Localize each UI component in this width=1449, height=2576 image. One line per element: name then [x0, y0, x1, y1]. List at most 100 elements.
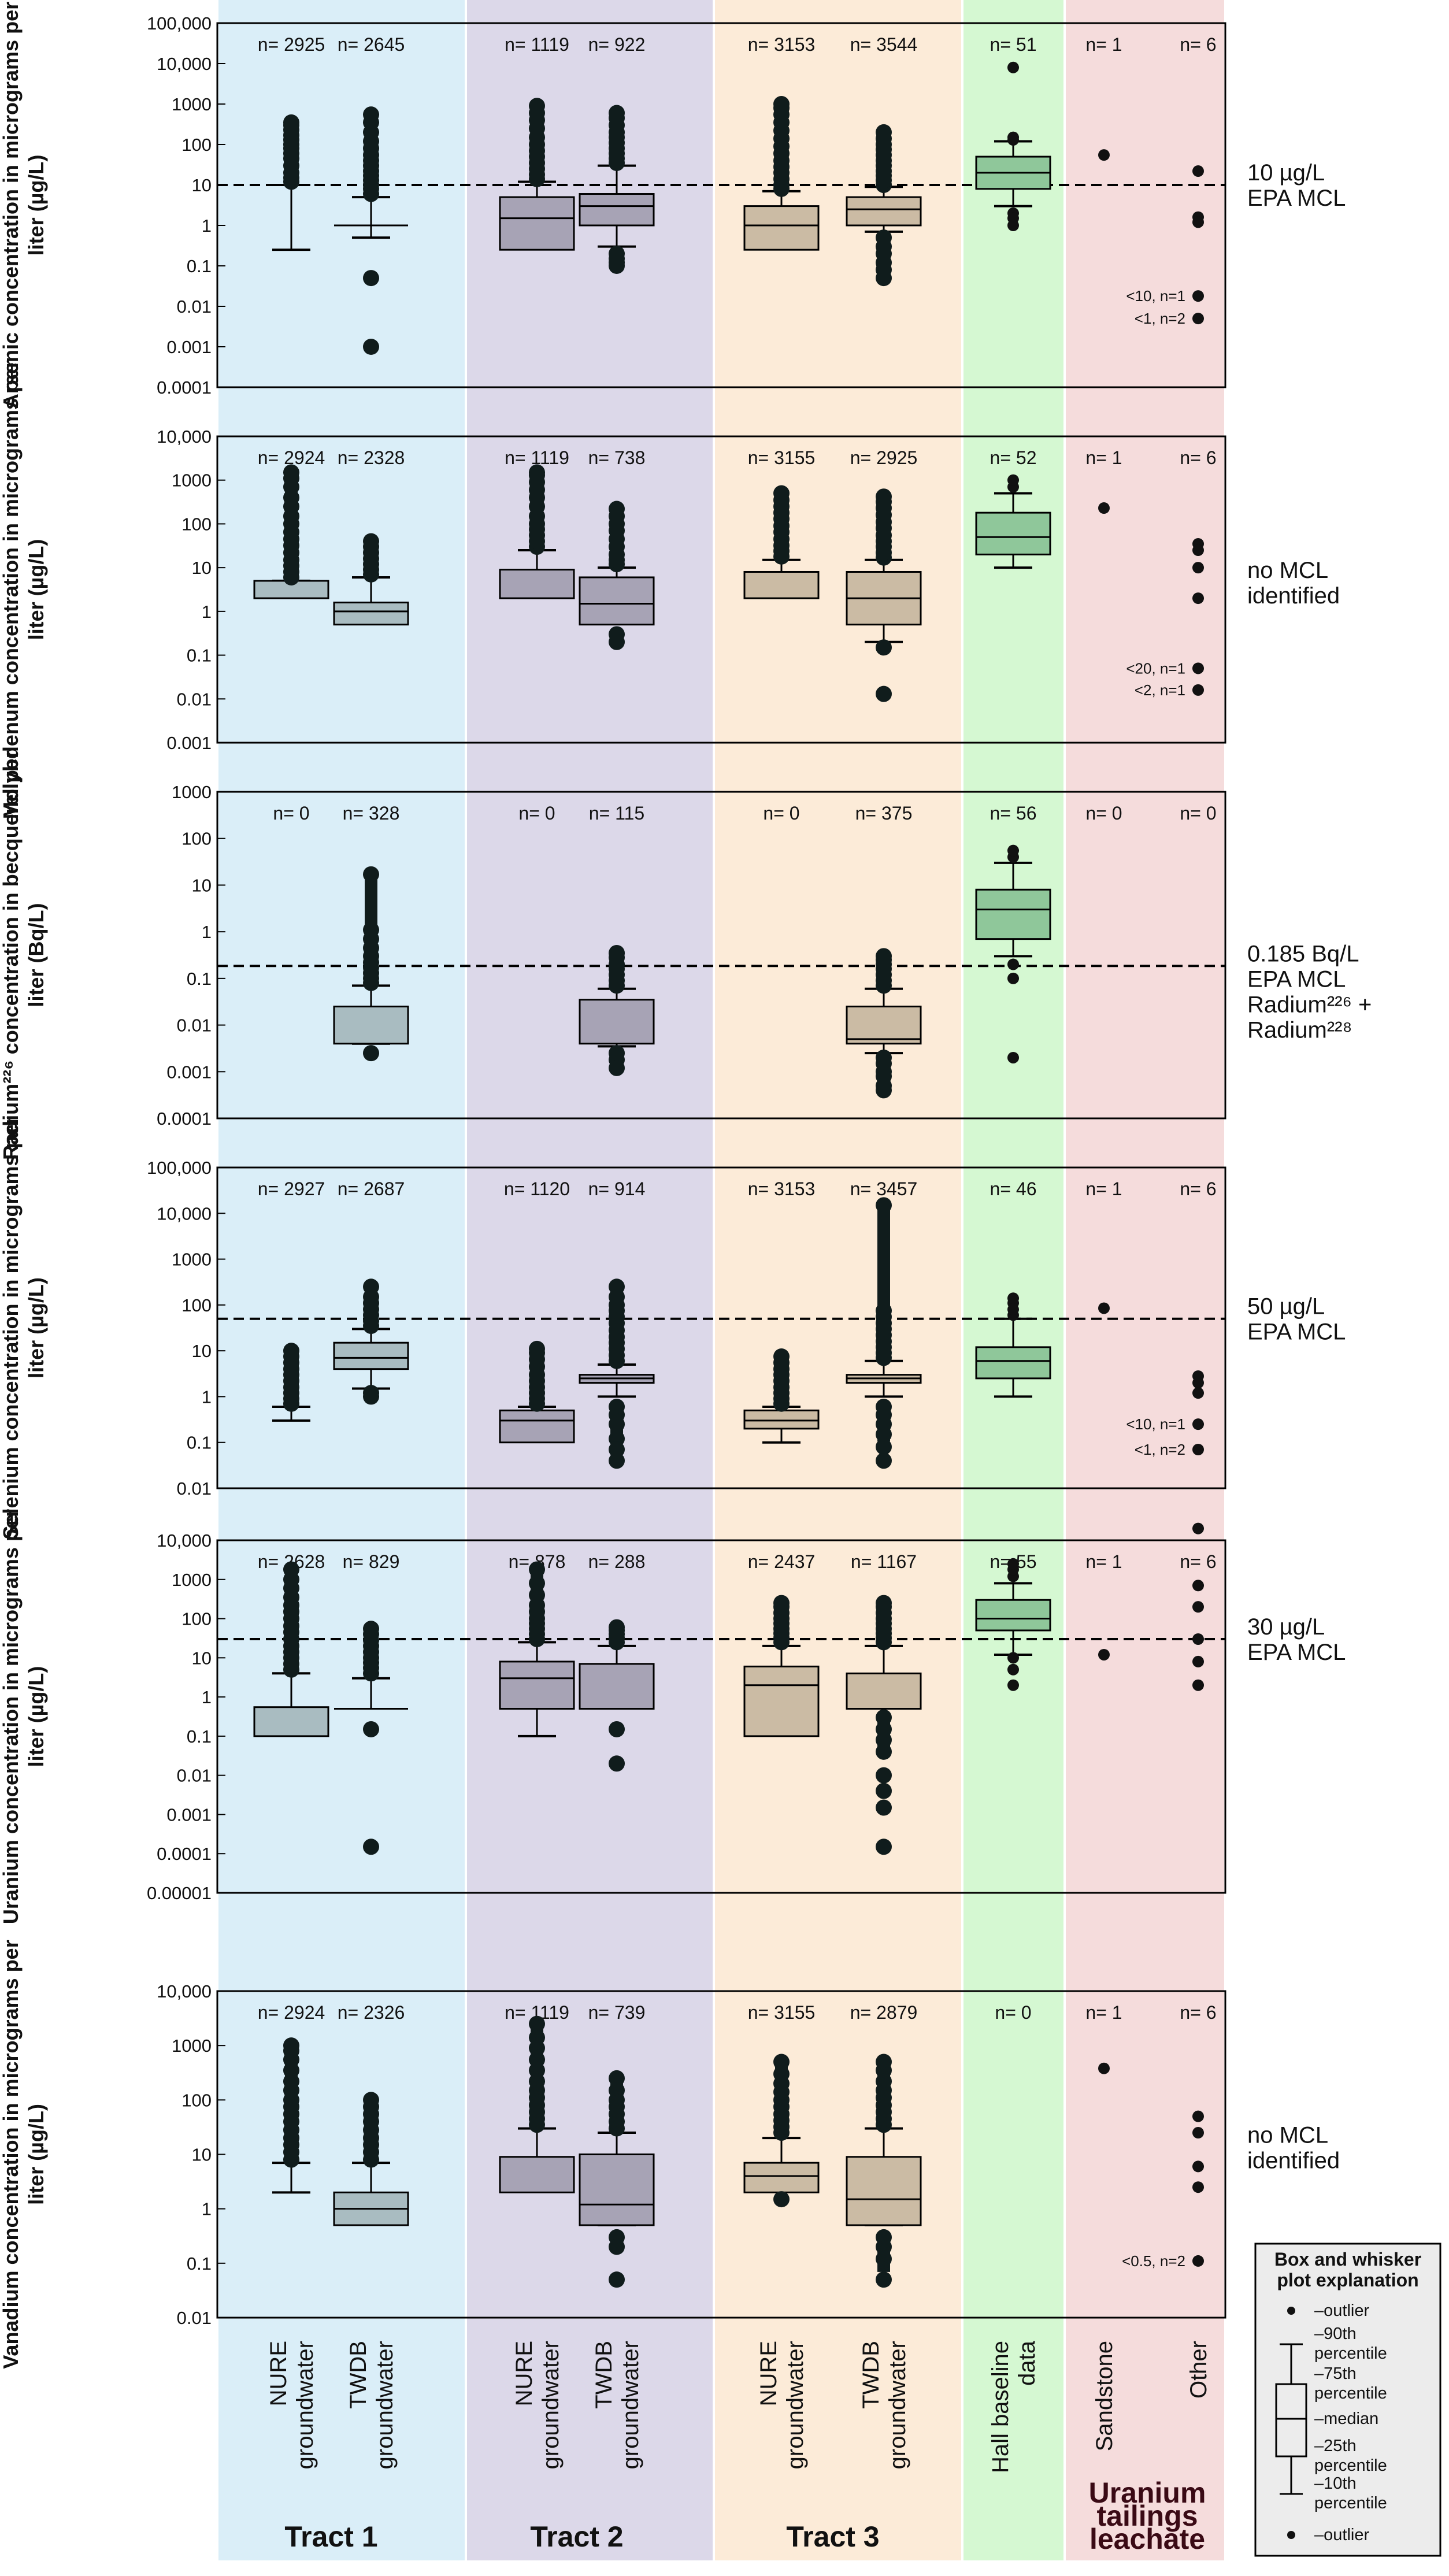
- box-4: [579, 105, 655, 274]
- outlier-point: [609, 1441, 625, 1458]
- iqr-box: [579, 2154, 655, 2226]
- outlier-point: [876, 1452, 892, 1469]
- y-tick-label: 0.001: [166, 1062, 212, 1082]
- panel-1: 0.0001 0.001 0.01 0.1 1 10 100 1000 10,000 100,00…: [0, 2, 1346, 409]
- y-tick-label: 0.001: [166, 337, 212, 357]
- outlier-cluster: [775, 493, 788, 557]
- mcl-label: 0.185 Bq/L EPA MCL Radium²²⁶ + Radium²²⁸: [1247, 941, 1372, 1043]
- outlier-cluster: [610, 1287, 623, 1361]
- y-tick-label: 0.00001: [147, 1883, 212, 1903]
- outlier-point: [1192, 592, 1204, 605]
- box-4: [579, 501, 655, 650]
- x-group-label: Sandstone: [1092, 2341, 1117, 2451]
- panel-frame: [216, 1539, 1226, 1894]
- outlier-point: [876, 1839, 892, 1855]
- sample-count: n= 0: [273, 803, 309, 824]
- box-4: [579, 1278, 655, 1469]
- outlier-point: [1192, 1633, 1204, 1645]
- sample-count: n= 1: [1085, 1551, 1122, 1572]
- y-tick-label: 1000: [172, 1250, 212, 1270]
- sample-count: n= 6: [1180, 34, 1216, 55]
- box-9: [1192, 1522, 1204, 1691]
- outlier-point: [1192, 1601, 1204, 1613]
- y-tick-label: 0.1: [187, 1726, 212, 1747]
- y-tick-label: 0.1: [187, 256, 212, 276]
- sample-count: n= 6: [1180, 2002, 1216, 2023]
- box-7: [975, 474, 1051, 569]
- iqr-box: [975, 888, 1051, 940]
- outlier-cluster: [775, 1356, 788, 1404]
- panel-3: 0.0001 0.001 0.01 0.1 1 10 100 1000 Radium²²⁶ co…: [0, 750, 1372, 1160]
- outlier-point: [876, 1767, 892, 1784]
- outlier-cluster: [610, 1627, 623, 1643]
- y-axis-label: Vanadium concentration in micrograms per…: [0, 1940, 48, 2369]
- legend-outlier-point: [1287, 2307, 1295, 2315]
- legend-item-label: –outlier: [1314, 2301, 1369, 2320]
- sample-count: n= 829: [343, 1551, 400, 1572]
- y-tick-label: 100,000: [147, 13, 212, 34]
- y-tick-label: 100: [181, 1609, 212, 1629]
- outlier-point: [609, 1452, 625, 1469]
- y-tick-label: 1: [202, 922, 212, 942]
- band-5: [1066, 0, 1224, 2560]
- outlier-point: [1192, 662, 1204, 674]
- mcl-label: no MCL identified: [1247, 558, 1340, 609]
- outlier-point: [773, 2191, 790, 2208]
- tract-label: Tract 3: [786, 2521, 879, 2553]
- box-3: [499, 464, 575, 599]
- sample-count: n= 1: [1085, 1178, 1122, 1199]
- outlier-point: [1007, 972, 1019, 984]
- y-tick-label: 1: [202, 216, 212, 236]
- outlier-point: [1192, 1387, 1204, 1399]
- y-axis-label: Radium²²⁶ concentration in becquerel per…: [0, 750, 48, 1160]
- band-2: [467, 0, 713, 2560]
- outlier-cluster: [531, 2023, 543, 2125]
- iqr-box: [846, 2156, 922, 2226]
- censor-note: <1, n=2: [1135, 1441, 1185, 1458]
- iqr-box: [743, 1409, 820, 1430]
- outlier-point: [363, 1388, 379, 1405]
- y-tick-label: 10,000: [157, 54, 212, 74]
- sample-count: n= 914: [588, 1178, 646, 1199]
- iqr-box: [743, 205, 820, 251]
- box-1: [253, 464, 329, 599]
- outlier-point: [1098, 2062, 1110, 2074]
- mcl-label: no MCL identified: [1247, 2123, 1340, 2174]
- box-5: [743, 96, 820, 251]
- box-7: [975, 1292, 1051, 1398]
- sample-count: n= 3153: [748, 1178, 816, 1199]
- box-2: [334, 106, 408, 355]
- sample-count: n= 0: [995, 2002, 1031, 2023]
- outlier-point: [1192, 216, 1204, 228]
- box-6: [846, 1595, 922, 1855]
- outlier-cluster: [531, 106, 543, 179]
- panel-frame: [216, 1166, 1226, 1489]
- outlier-cluster: [285, 122, 298, 182]
- x-group-label: NUREgroundwater: [266, 2341, 318, 2469]
- outlier-point: [363, 1839, 379, 1855]
- outlier-cluster: [877, 2237, 890, 2272]
- iqr-box: [846, 1005, 922, 1045]
- outlier-point: [1192, 313, 1204, 325]
- sample-count: n= 0: [518, 803, 555, 824]
- y-tick-label: 1000: [172, 2036, 212, 2056]
- outlier-point: [1098, 149, 1110, 161]
- sample-count: n= 1167: [851, 1551, 917, 1572]
- y-tick-label: 0.1: [187, 969, 212, 989]
- sample-count: n= 2687: [338, 1178, 405, 1199]
- box-1: [272, 1343, 310, 1422]
- outlier-cluster: [610, 113, 623, 163]
- box-7: [975, 1558, 1051, 1691]
- outlier-cluster: [365, 2100, 377, 2160]
- x-group-label: Other: [1186, 2341, 1211, 2399]
- iqr-box: [579, 1663, 655, 1710]
- box-1: [272, 114, 310, 251]
- sample-count: n= 328: [343, 803, 400, 824]
- box-5: [743, 1595, 820, 1737]
- y-tick-label: 100: [181, 1295, 212, 1315]
- box-3: [499, 1561, 575, 1737]
- sample-count: n= 2924: [258, 2002, 325, 2023]
- outlier-point: [1007, 61, 1019, 73]
- iqr-box: [846, 196, 922, 227]
- y-tick-label: 100: [181, 135, 212, 155]
